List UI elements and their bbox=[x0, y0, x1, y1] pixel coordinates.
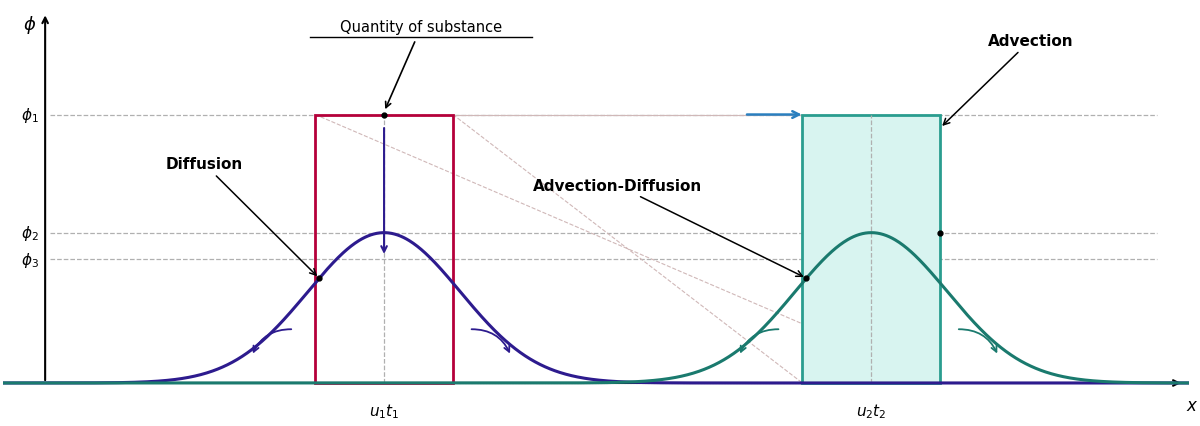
Text: $\phi$: $\phi$ bbox=[23, 14, 37, 35]
Text: $\phi_2$: $\phi_2$ bbox=[22, 224, 38, 242]
Text: $\phi_3$: $\phi_3$ bbox=[20, 250, 38, 269]
Text: Quantity of substance: Quantity of substance bbox=[340, 20, 502, 35]
Text: $u_2 t_2$: $u_2 t_2$ bbox=[856, 402, 887, 420]
Text: Advection: Advection bbox=[943, 34, 1073, 126]
Bar bbox=[316, 115, 452, 383]
Text: $\phi_1$: $\phi_1$ bbox=[22, 106, 38, 125]
Text: Advection-Diffusion: Advection-Diffusion bbox=[533, 178, 803, 276]
Text: $u_1 t_1$: $u_1 t_1$ bbox=[368, 402, 400, 420]
Text: Diffusion: Diffusion bbox=[166, 157, 316, 276]
Bar bbox=[803, 115, 940, 383]
Text: x: x bbox=[1187, 397, 1196, 414]
